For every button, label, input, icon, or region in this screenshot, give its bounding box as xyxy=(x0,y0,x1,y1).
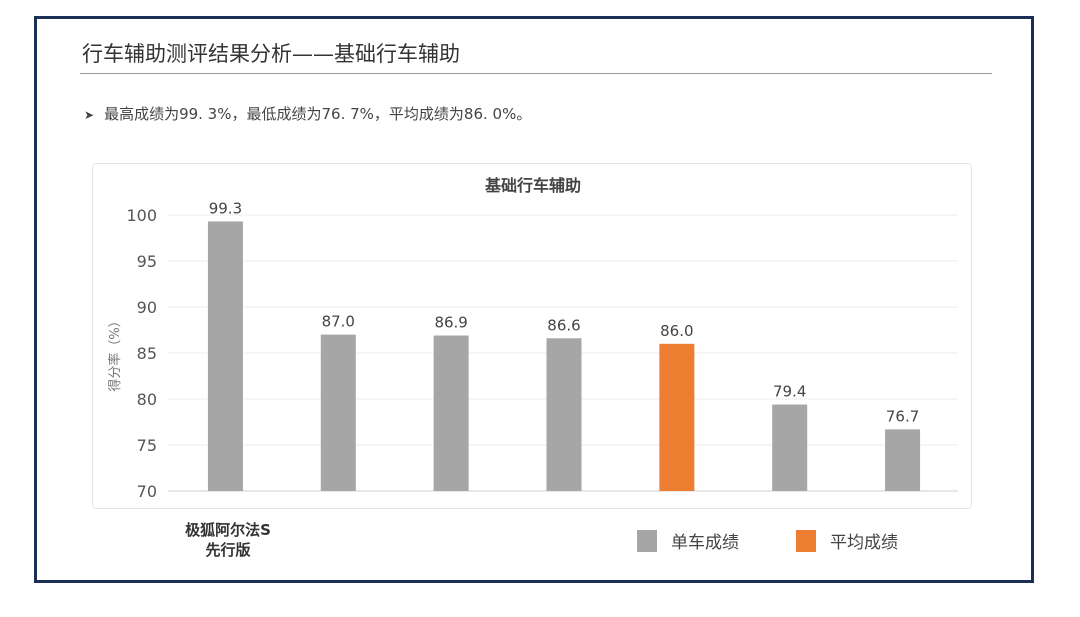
legend-label: 平均成绩 xyxy=(830,533,898,553)
legend-item-average: 平均成绩 xyxy=(796,528,898,553)
data-label: 86.0 xyxy=(660,322,693,340)
data-label: 86.6 xyxy=(547,316,580,334)
y-tick-label: 75 xyxy=(137,436,157,455)
arrow-bullet-icon: ➤ xyxy=(84,108,95,122)
slide-title: 行车辅助测评结果分析——基础行车辅助 xyxy=(82,42,460,66)
legend-swatch xyxy=(796,529,816,552)
data-label: 79.4 xyxy=(773,383,806,401)
y-tick-label: 80 xyxy=(137,390,157,409)
data-label: 76.7 xyxy=(886,407,919,425)
legend-label: 单车成绩 xyxy=(671,533,739,553)
data-label: 87.0 xyxy=(322,313,355,331)
y-tick-label: 100 xyxy=(126,206,157,225)
y-tick-label: 70 xyxy=(137,482,157,501)
title-divider xyxy=(80,73,992,74)
bar xyxy=(320,334,356,491)
bar xyxy=(659,343,695,491)
y-tick-label: 90 xyxy=(137,298,157,317)
data-label: 99.3 xyxy=(209,199,242,217)
bar xyxy=(207,221,243,491)
category-label: 极狐阿尔法S 先行版 xyxy=(185,521,271,559)
legend-swatch xyxy=(637,529,657,552)
y-tick-label: 85 xyxy=(137,344,157,363)
summary-text: 最高成绩为99. 3%，最低成绩为76. 7%，平均成绩为86. 0%。 xyxy=(104,105,532,123)
legend-item-single: 单车成绩 xyxy=(637,528,739,553)
bar xyxy=(772,404,808,491)
bar xyxy=(885,429,921,491)
y-tick-label: 95 xyxy=(137,252,157,271)
chart-title: 基础行车辅助 xyxy=(484,176,581,195)
y-axis-label: 得分率（%） xyxy=(107,314,123,391)
summary-bullet: ➤ 最高成绩为99. 3%，最低成绩为76. 7%，平均成绩为86. 0%。 xyxy=(84,103,531,124)
data-label: 86.9 xyxy=(434,314,467,332)
bar xyxy=(546,338,582,491)
bar xyxy=(433,335,469,491)
